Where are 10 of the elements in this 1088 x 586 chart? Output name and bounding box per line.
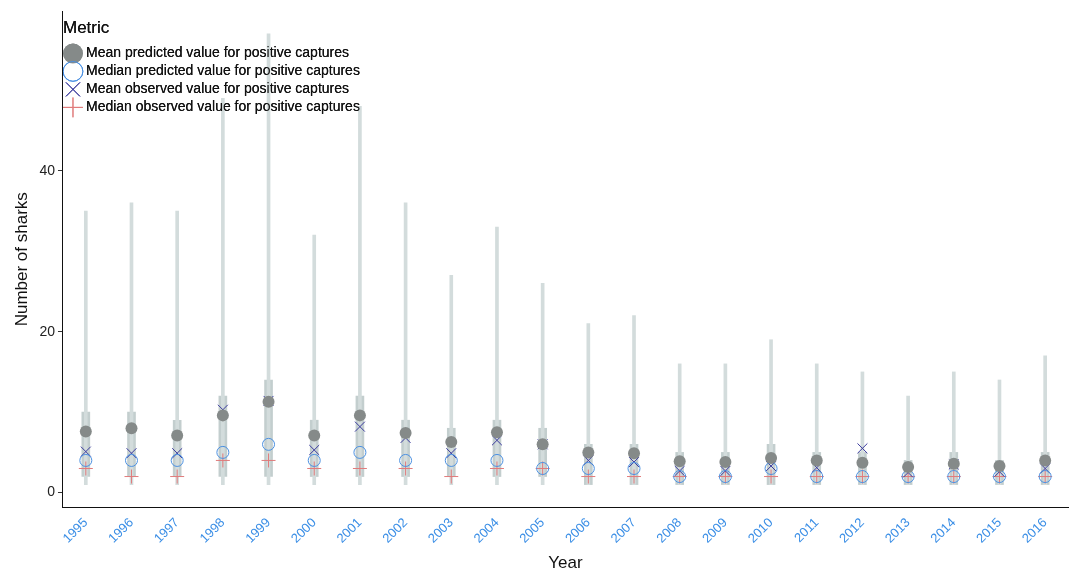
legend-label: Mean observed value for positive captures	[85, 80, 350, 97]
y-axis-title: Number of sharks	[11, 192, 31, 327]
y-tick-label: 20	[39, 322, 56, 339]
legend-label: Mean predicted value for positive captures	[85, 44, 350, 61]
y-tick-label: 0	[47, 483, 56, 500]
legend-label: Median predicted value for positive captures	[85, 62, 360, 79]
y-tick-label: 40	[39, 161, 56, 178]
legend-title: Metric	[62, 18, 110, 38]
x-axis-title: Year	[548, 553, 583, 573]
legend-label: Median observed value for positive captures	[85, 98, 360, 115]
